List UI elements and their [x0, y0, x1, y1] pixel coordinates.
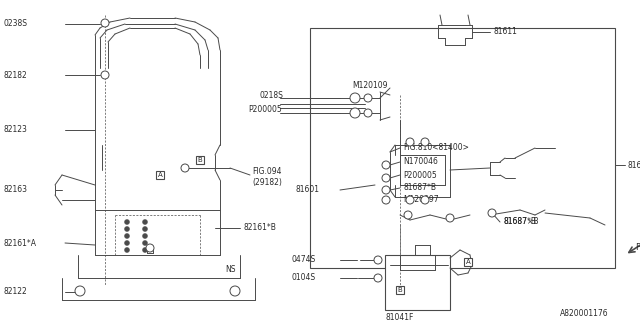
- Text: 81611: 81611: [493, 28, 517, 36]
- Text: 81041F: 81041F: [386, 313, 414, 320]
- Circle shape: [230, 286, 240, 296]
- Text: 81608: 81608: [627, 161, 640, 170]
- Text: N170046: N170046: [403, 157, 438, 166]
- Text: P200005: P200005: [403, 171, 436, 180]
- Text: (29182): (29182): [252, 178, 282, 187]
- Circle shape: [143, 234, 147, 238]
- Text: FRONT: FRONT: [635, 244, 640, 252]
- Circle shape: [125, 227, 129, 231]
- Text: 81687*B: 81687*B: [403, 183, 436, 193]
- Text: 0104S: 0104S: [292, 274, 316, 283]
- Circle shape: [75, 286, 85, 296]
- Bar: [385, 255, 450, 310]
- Text: 81687*B: 81687*B: [503, 218, 536, 227]
- Circle shape: [350, 93, 360, 103]
- Text: 0238S: 0238S: [4, 20, 28, 28]
- Text: 81601: 81601: [295, 186, 319, 195]
- Text: 82123: 82123: [4, 125, 28, 134]
- Circle shape: [374, 256, 382, 264]
- Circle shape: [146, 244, 154, 252]
- Text: B: B: [397, 287, 403, 293]
- Text: NS: NS: [225, 266, 236, 275]
- Text: B: B: [198, 157, 202, 163]
- Circle shape: [382, 196, 390, 204]
- Text: FIG.094: FIG.094: [252, 167, 282, 177]
- Circle shape: [364, 94, 372, 102]
- Circle shape: [374, 274, 382, 282]
- Text: A: A: [466, 259, 470, 265]
- Text: 82161*A: 82161*A: [4, 238, 37, 247]
- Circle shape: [488, 209, 496, 217]
- Circle shape: [181, 164, 189, 172]
- Circle shape: [125, 247, 129, 252]
- Circle shape: [350, 108, 360, 118]
- Circle shape: [446, 214, 454, 222]
- Text: 81687⨯B: 81687⨯B: [503, 218, 538, 227]
- Circle shape: [143, 227, 147, 231]
- Circle shape: [101, 19, 109, 27]
- Circle shape: [406, 196, 414, 204]
- Circle shape: [382, 161, 390, 169]
- Circle shape: [125, 241, 129, 245]
- Text: A820001176: A820001176: [560, 309, 609, 318]
- Circle shape: [364, 109, 372, 117]
- Text: FIG.810<81400>: FIG.810<81400>: [403, 143, 469, 153]
- Circle shape: [404, 211, 412, 219]
- Text: A: A: [157, 172, 163, 178]
- Text: 0474S: 0474S: [292, 255, 316, 265]
- Circle shape: [125, 220, 129, 225]
- Circle shape: [421, 196, 429, 204]
- Circle shape: [406, 138, 414, 146]
- Text: P200005: P200005: [248, 106, 282, 115]
- Text: M120097: M120097: [403, 196, 438, 204]
- Text: 82182: 82182: [4, 70, 28, 79]
- Bar: [310, 28, 615, 268]
- Circle shape: [421, 138, 429, 146]
- Circle shape: [143, 247, 147, 252]
- Circle shape: [143, 220, 147, 225]
- Text: M120109: M120109: [352, 81, 387, 90]
- Text: 82161*B: 82161*B: [243, 223, 276, 233]
- Text: 82163: 82163: [4, 186, 28, 195]
- Circle shape: [101, 71, 109, 79]
- Text: 82122: 82122: [4, 287, 28, 297]
- Circle shape: [125, 234, 129, 238]
- Circle shape: [382, 186, 390, 194]
- Circle shape: [143, 241, 147, 245]
- Text: 0218S: 0218S: [260, 91, 284, 100]
- Circle shape: [382, 174, 390, 182]
